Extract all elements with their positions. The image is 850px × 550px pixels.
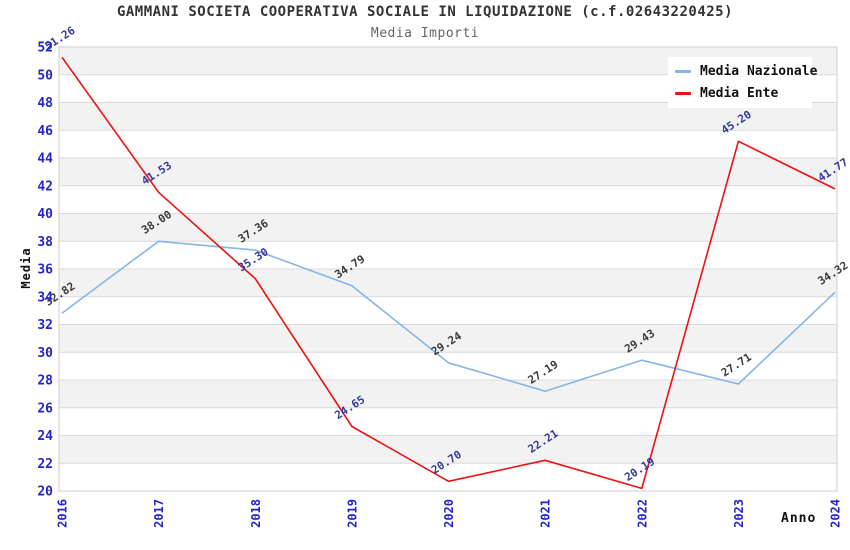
y-tick-label: 50	[37, 68, 53, 83]
grid-band	[59, 435, 837, 464]
chart-subtitle: Media Importi	[370, 26, 480, 41]
y-tick-label: 46	[37, 124, 53, 139]
y-tick-label: 26	[37, 401, 53, 416]
series-line-media-nazionale	[61, 240, 836, 393]
series-line-media-ente	[61, 56, 836, 490]
y-tick-label: 28	[37, 374, 53, 389]
y-tick-label: 36	[37, 263, 53, 278]
media-nazionale-line-swatch	[675, 69, 691, 73]
grid-band	[59, 380, 837, 408]
y-tick-label: 42	[37, 179, 53, 194]
legend-label-media-nazionale: Media Nazionale	[700, 63, 818, 79]
plot-border	[58, 46, 838, 492]
x-tick-label: 2016	[56, 499, 70, 528]
y-tick-label: 24	[37, 429, 53, 444]
chart-title: GAMMANI SOCIETA COOPERATIVA SOCIALE IN L…	[116, 4, 734, 20]
y-tick-label: 44	[37, 152, 53, 167]
legend: Media Nazionale Media Ente	[668, 57, 817, 108]
legend-item-media-nazionale[interactable]: Media Nazionale	[668, 60, 817, 82]
x-tick-label: 2024	[829, 499, 843, 528]
y-tick-label: 20	[37, 485, 53, 500]
x-tick-label: 2023	[732, 499, 746, 528]
legend-item-media-ente[interactable]: Media Ente	[668, 82, 812, 104]
y-tick-label: 34	[37, 290, 53, 305]
y-tick-label: 52	[37, 41, 53, 56]
media-ente-line-swatch	[675, 91, 691, 95]
legend-label-media-ente: Media Ente	[700, 85, 779, 101]
y-tick-label: 40	[37, 207, 53, 222]
x-tick-label: 2017	[152, 499, 166, 528]
grid-band	[59, 324, 837, 353]
x-tick-label: 2018	[249, 499, 263, 528]
x-tick-label: 2019	[345, 499, 359, 528]
y-tick-label: 30	[37, 346, 53, 361]
x-tick-label: 2021	[539, 499, 553, 528]
x-tick-label: 2020	[442, 499, 456, 528]
y-tick-label: 32	[37, 318, 53, 333]
y-tick-label: 22	[37, 457, 53, 472]
grid-band	[59, 269, 837, 297]
x-tick-label: 2022	[635, 499, 649, 528]
grid-band	[59, 158, 837, 186]
grid-band	[59, 213, 837, 242]
y-tick-label: 48	[37, 96, 53, 111]
x-axis-title: Anno	[781, 511, 817, 526]
y-axis-title: Media	[19, 247, 33, 289]
y-tick-label: 38	[37, 235, 53, 250]
